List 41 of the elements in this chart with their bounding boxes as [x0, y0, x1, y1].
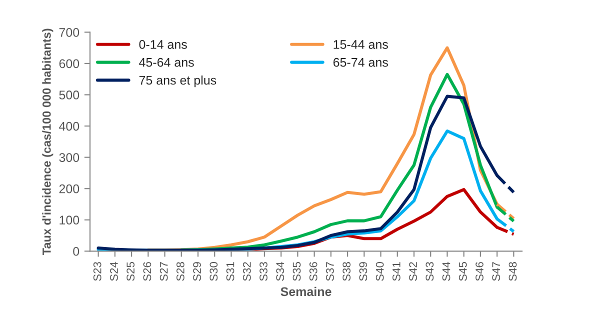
y-tick-label: 200: [59, 184, 80, 194]
y-tick-label: 700: [59, 28, 80, 37]
x-tick-label: S39: [359, 262, 368, 281]
y-tick-label: 600: [59, 59, 80, 68]
x-tick-label: S44: [442, 262, 450, 281]
x-tick-label: S36: [309, 262, 318, 281]
x-tick-label: S27: [160, 262, 168, 281]
y-tick-label: 500: [59, 90, 80, 100]
x-tick-label: S38: [342, 262, 351, 281]
x-tick-label: S29: [193, 262, 201, 281]
x-tick-label: S32: [242, 262, 251, 281]
x-tick-label: S37: [326, 262, 334, 281]
legend-label: 15-44 ans: [334, 40, 388, 49]
x-tick-label: S34: [276, 262, 284, 281]
x-tick-label: S42: [409, 262, 417, 281]
x-tick-label: S26: [143, 262, 152, 281]
x-tick-label: S46: [476, 262, 484, 281]
y-tick-label: 400: [59, 122, 80, 131]
legend-label: 0-14 ans: [139, 40, 187, 49]
x-tick-label: S23: [93, 262, 102, 281]
x-tick-label: S48: [508, 262, 517, 281]
x-tick-label: S40: [376, 262, 384, 281]
x-tick-label: S47: [492, 262, 500, 281]
x-tick-label: S28: [176, 262, 184, 281]
x-tick-label: S33: [260, 262, 268, 281]
x-axis-title: Semaine: [280, 286, 332, 296]
x-tick-label: S24: [110, 262, 118, 281]
x-tick-label: S25: [126, 262, 135, 281]
x-tick-label: S43: [426, 262, 434, 281]
x-tick-label: S41: [392, 262, 400, 281]
x-tick-label: S31: [226, 262, 234, 281]
y-tick-label: 100: [60, 216, 80, 225]
legend-label: 65-74 ans: [333, 58, 388, 67]
legend-label: 45-64 ans: [139, 58, 194, 67]
y-tick-label: 300: [59, 153, 80, 162]
x-tick-label: S45: [458, 262, 467, 281]
y-axis-title: Taux d'incidence (cas/100 000 habitants): [42, 28, 54, 256]
x-tick-label: S35: [292, 262, 301, 281]
x-tick-label: S30: [210, 262, 218, 281]
legend-label: 75 ans et plus: [139, 76, 216, 88]
y-tick-label: 0: [73, 246, 80, 256]
